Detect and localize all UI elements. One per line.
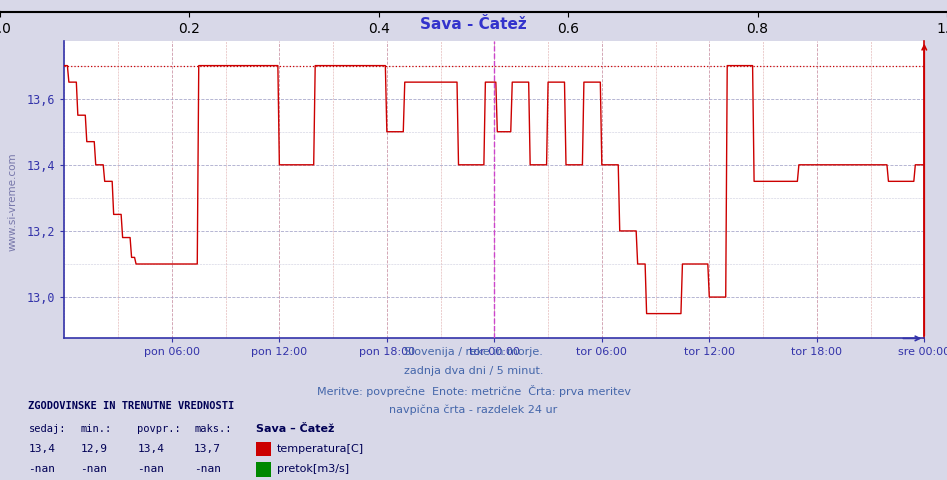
Text: sedaj:: sedaj: bbox=[28, 424, 66, 434]
Text: pretok[m3/s]: pretok[m3/s] bbox=[277, 464, 348, 474]
Text: Sava – Čatež: Sava – Čatež bbox=[256, 424, 334, 434]
Text: Sava - Čatež: Sava - Čatež bbox=[420, 17, 527, 32]
Text: -nan: -nan bbox=[194, 464, 222, 474]
Text: -nan: -nan bbox=[80, 464, 108, 474]
Text: -nan: -nan bbox=[28, 464, 56, 474]
Text: 13,4: 13,4 bbox=[137, 444, 165, 454]
Text: 13,7: 13,7 bbox=[194, 444, 222, 454]
Text: min.:: min.: bbox=[80, 424, 112, 434]
Text: 13,4: 13,4 bbox=[28, 444, 56, 454]
Text: zadnja dva dni / 5 minut.: zadnja dva dni / 5 minut. bbox=[403, 366, 544, 376]
Text: Slovenija / reke in morje.: Slovenija / reke in morje. bbox=[404, 347, 543, 357]
Text: 12,9: 12,9 bbox=[80, 444, 108, 454]
Text: maks.:: maks.: bbox=[194, 424, 232, 434]
Text: www.si-vreme.com: www.si-vreme.com bbox=[8, 152, 17, 251]
Text: -nan: -nan bbox=[137, 464, 165, 474]
Text: ZGODOVINSKE IN TRENUTNE VREDNOSTI: ZGODOVINSKE IN TRENUTNE VREDNOSTI bbox=[28, 401, 235, 411]
Text: Meritve: povprečne  Enote: metrične  Črta: prva meritev: Meritve: povprečne Enote: metrične Črta:… bbox=[316, 385, 631, 397]
Text: temperatura[C]: temperatura[C] bbox=[277, 444, 364, 454]
Text: navpična črta - razdelek 24 ur: navpična črta - razdelek 24 ur bbox=[389, 404, 558, 415]
Text: povpr.:: povpr.: bbox=[137, 424, 181, 434]
